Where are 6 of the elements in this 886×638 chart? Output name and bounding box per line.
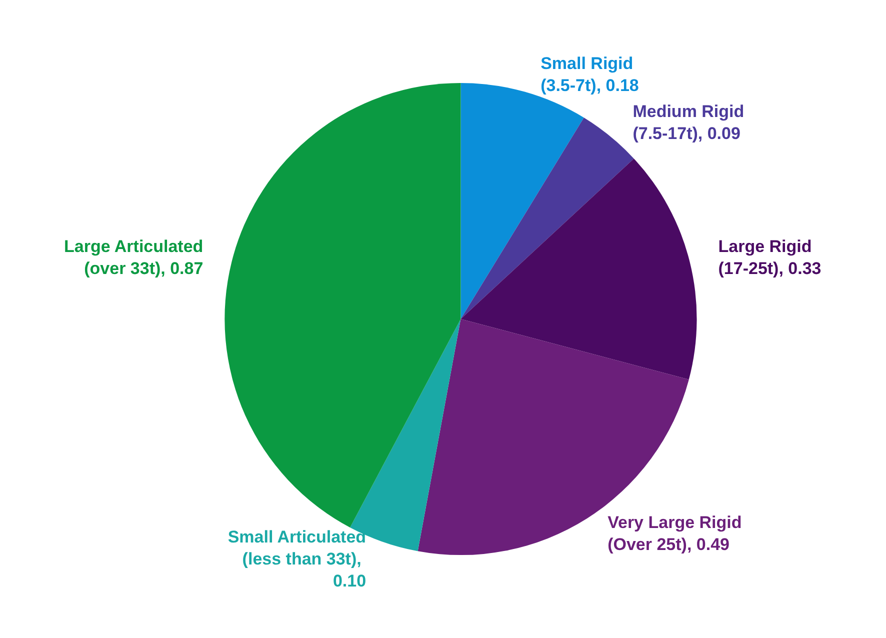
slice-label: Large Articulated (over 33t), 0.87 xyxy=(64,237,204,278)
slice-label: Medium Rigid (7.5-17t), 0.09 xyxy=(632,102,749,143)
slice-label: Small Rigid (3.5-7t), 0.18 xyxy=(540,54,639,95)
slice-label: Large Rigid (17-25t), 0.33 xyxy=(718,237,822,278)
slice-label: Small Articulated (less than 33t), 0.10 xyxy=(228,527,366,590)
slice-label: Very Large Rigid (Over 25t), 0.49 xyxy=(608,513,746,554)
